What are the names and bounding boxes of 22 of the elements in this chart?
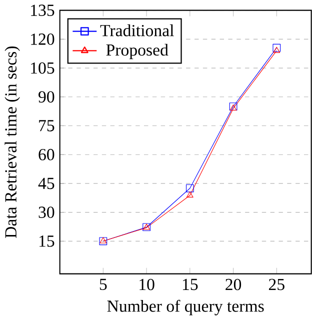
point [273,46,280,53]
x-tick-label: 5 [100,278,107,290]
y-tick-label: 45 [38,178,54,190]
y-tick-label: 105 [31,62,54,74]
legend-label: Proposed [106,44,168,60]
point [272,44,281,52]
legend-label: Traditional [100,24,174,36]
x-tick-label: 10 [140,278,154,290]
x-tick-label: 15 [183,278,198,290]
point [186,191,194,198]
point [186,184,194,192]
y-tick-label: 120 [31,34,54,45]
y-axis-title: Data Retrieval time (in secs) [4,46,20,238]
y-tick-label: 135 [31,4,54,16]
y-tick-label: 75 [39,120,54,132]
x-tick-label: 20 [226,278,242,290]
y-tick-label: 15 [40,236,54,247]
y-tick-label: 60 [38,148,54,160]
y-tick-label: 90 [38,91,54,103]
x-tick-label: 25 [269,278,284,290]
y-tick-label: 30 [38,206,54,218]
x-axis-title: Number of query terms [107,300,264,316]
